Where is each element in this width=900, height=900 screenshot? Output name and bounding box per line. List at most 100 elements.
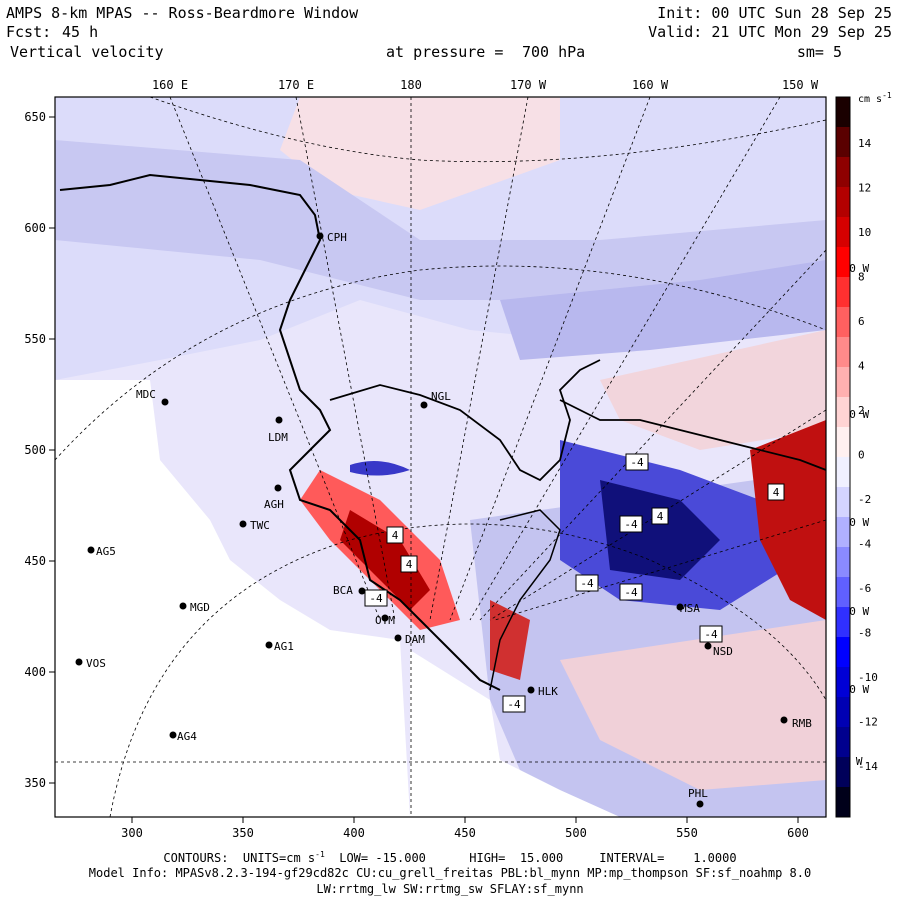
colorbar-tick-label: 14 xyxy=(858,137,872,150)
value-box-label: -4 xyxy=(624,586,638,599)
colorbar-swatch xyxy=(836,787,850,818)
station-label: MSA xyxy=(680,602,700,615)
lon-line-150w xyxy=(469,97,781,621)
pressure-level: 700 hPa xyxy=(522,43,586,61)
value-box-label: -4 xyxy=(369,592,383,605)
colorbar-swatch xyxy=(836,127,850,158)
value-box xyxy=(767,483,785,501)
colorbar-swatch xyxy=(836,727,850,758)
colorbar-swatch xyxy=(836,577,850,608)
lon-label: 150 W xyxy=(782,78,819,92)
colorbar-frame xyxy=(835,96,851,818)
value-box xyxy=(699,625,723,643)
colorbar-tick-label: 4 xyxy=(858,360,865,373)
lon-label: 170 E xyxy=(278,78,314,92)
value-box xyxy=(502,695,526,713)
lat-circle-75s xyxy=(55,265,826,461)
station-marker xyxy=(704,642,712,650)
colorbar-swatch xyxy=(836,757,850,788)
station-label: VOS xyxy=(86,657,106,670)
red-streak-center xyxy=(490,600,530,680)
station-label: PHL xyxy=(688,787,708,800)
value-box-label: -4 xyxy=(624,518,638,531)
blue-band-east xyxy=(500,260,826,360)
value-box xyxy=(625,453,649,471)
colorbar-tick-label: 2 xyxy=(858,404,865,417)
pink-band-east xyxy=(600,330,826,450)
forecast-label: Fcst: xyxy=(6,23,52,41)
station-marker xyxy=(179,602,187,610)
forecast-hour: 45 h xyxy=(62,23,99,41)
station-marker xyxy=(696,800,704,808)
coastline-ross-inner xyxy=(489,509,561,691)
station-label: NGL xyxy=(431,390,451,403)
colorbar-swatch xyxy=(836,667,850,698)
value-box-label: 4 xyxy=(406,558,413,571)
colorbar-tick-label: -8 xyxy=(858,627,871,640)
station-marker xyxy=(381,614,389,622)
red-core-west-inner xyxy=(340,510,430,610)
station-marker xyxy=(274,484,282,492)
station-marker xyxy=(275,416,283,424)
pressure-label: at pressure = xyxy=(386,43,504,61)
pink-field-south xyxy=(560,620,826,790)
no-data-south xyxy=(410,650,620,817)
value-box xyxy=(400,555,418,573)
colorbar-tick-label: 10 xyxy=(858,226,871,239)
colorbar-swatch xyxy=(836,97,850,128)
y-tick-label: 450 xyxy=(24,554,46,568)
map-frame xyxy=(54,96,827,818)
contours-info: CONTOURS: UNITS=cm s-1 LOW= -15.000 HIGH… xyxy=(163,850,737,865)
value-box-label: -4 xyxy=(507,698,521,711)
colorbar-swatch xyxy=(836,367,850,398)
station-label: BCA xyxy=(333,584,353,597)
x-tick-label: 500 xyxy=(565,826,587,840)
colorbar-swatch xyxy=(836,637,850,668)
station-label: TWC xyxy=(250,519,270,532)
colorbar-swatch xyxy=(836,697,850,728)
colorbar-tick-label: -10 xyxy=(858,671,878,684)
lon-line-140w xyxy=(479,249,826,621)
station-label: RMB xyxy=(792,717,812,730)
coastline-marie-byrd xyxy=(559,399,826,471)
station-marker xyxy=(394,634,402,642)
field-name: Vertical velocity xyxy=(10,43,164,61)
colorbar xyxy=(836,97,850,818)
colorbar-tick-label: 6 xyxy=(858,315,865,328)
value-box-label: -4 xyxy=(630,456,644,469)
value-box-label: -4 xyxy=(580,577,594,590)
colorbar-swatch xyxy=(836,547,850,578)
station-label: AG4 xyxy=(177,730,197,743)
value-box xyxy=(364,589,388,607)
station-marker xyxy=(316,232,324,240)
y-tick-label: 400 xyxy=(24,665,46,679)
colorbar-tick-label: -2 xyxy=(858,493,871,506)
value-box xyxy=(651,507,669,525)
x-tick-label: 450 xyxy=(454,826,476,840)
red-core-east xyxy=(750,420,826,620)
colorbar-swatch xyxy=(836,487,850,518)
coastline-ross-ice-shelf xyxy=(329,359,601,482)
colorbar-tick-label: 12 xyxy=(858,182,871,195)
colorbar-tick-label: -4 xyxy=(858,538,872,551)
colorbar-tick-label: -6 xyxy=(858,582,871,595)
colorbar-swatch xyxy=(836,457,850,488)
value-box xyxy=(386,526,404,544)
x-tick-label: 300 xyxy=(121,826,143,840)
colorbar-swatch xyxy=(836,517,850,548)
station-marker xyxy=(358,587,366,595)
station-label: LDM xyxy=(268,431,288,444)
station-label: MDC xyxy=(136,388,156,401)
colorbar-tick-label: 8 xyxy=(858,271,865,284)
station-marker xyxy=(420,401,428,409)
station-label: HLK xyxy=(538,685,558,698)
station-marker xyxy=(265,641,273,649)
colorbar-swatch xyxy=(836,217,850,248)
colorbar-swatch xyxy=(836,397,850,428)
station-marker xyxy=(780,716,788,724)
value-box-label: 4 xyxy=(392,529,399,542)
y-tick-label: 500 xyxy=(24,443,46,457)
valid-time: Valid: 21 UTC Mon 29 Sep 25 xyxy=(648,23,892,41)
station-marker xyxy=(87,546,95,554)
